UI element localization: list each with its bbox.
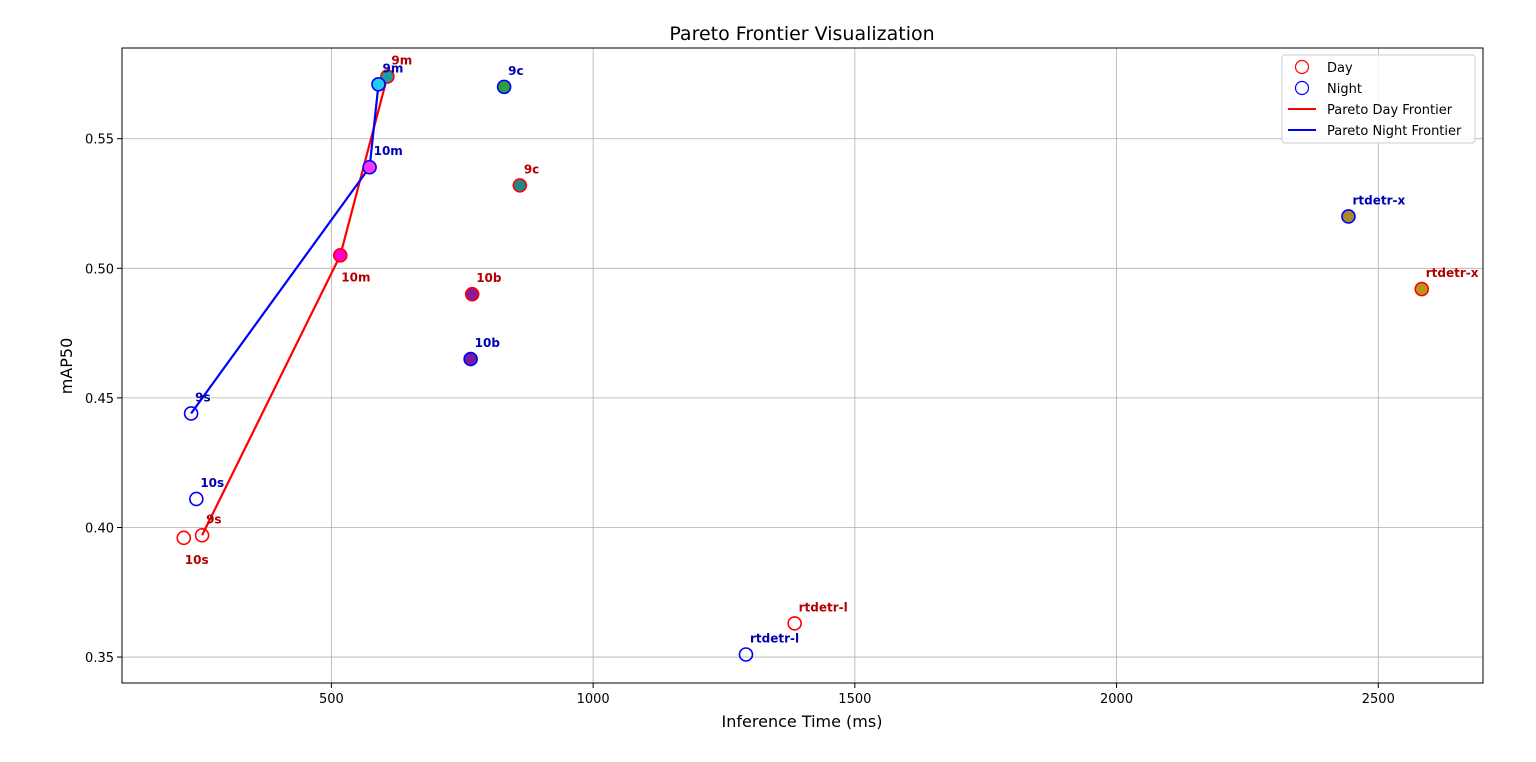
- night-point: [1341, 209, 1356, 224]
- night-point: [496, 79, 512, 95]
- day-point: [464, 286, 480, 302]
- chart-title: Pareto Frontier Visualization: [669, 23, 934, 45]
- day-point-label: 9s: [206, 512, 222, 526]
- day-point: [787, 616, 802, 631]
- night-point: [362, 159, 377, 175]
- x-axis-ticks: 500 1000 1500 2000 2500: [319, 683, 1395, 707]
- y-tick-label: 0.35: [85, 651, 114, 666]
- day-point-label: 10b: [476, 271, 502, 285]
- night-point-label: rtdetr-l: [750, 631, 799, 645]
- y-axis-ticks: 0.35 0.40 0.45 0.50 0.55: [85, 133, 122, 666]
- grid-lines: [122, 48, 1483, 683]
- night-point-label: 10m: [374, 144, 403, 158]
- day-point-label: 9c: [524, 162, 539, 176]
- point-labels: 10s 9s 10m 9m 10b 9c rtdetr-l rtdetr-x 9s 10s 10m 9…: [185, 54, 1479, 646]
- night-point-label: 10b: [475, 336, 501, 350]
- legend-box: [1281, 54, 1476, 144]
- night-point-label: 10s: [200, 476, 224, 490]
- y-tick-label: 0.50: [85, 262, 114, 277]
- night-point-label: 9m: [382, 61, 403, 75]
- day-point-label: 9m: [391, 54, 412, 68]
- day-point-label: 10s: [185, 553, 209, 567]
- frontier-lines: [190, 76, 389, 536]
- legend-entry-label: Night: [1327, 82, 1362, 97]
- x-tick-label: 500: [319, 692, 344, 707]
- pareto-day-frontier-line: [201, 76, 389, 536]
- day-point-label: rtdetr-l: [799, 600, 848, 614]
- legend-marker: [1294, 80, 1310, 96]
- legend-entry-label: Pareto Night Frontier: [1327, 124, 1462, 139]
- plot-frame: [121, 47, 1484, 684]
- legend-entry-label: Pareto Day Frontier: [1327, 103, 1453, 118]
- day-point: [194, 527, 210, 543]
- night-point: [738, 647, 754, 662]
- night-point-label: 9s: [195, 390, 211, 404]
- x-tick-label: 2500: [1362, 692, 1395, 707]
- day-point-label: 10m: [341, 270, 370, 284]
- day-point: [332, 248, 348, 263]
- y-axis-label: mAP50: [57, 338, 76, 395]
- day-point: [512, 178, 528, 193]
- night-point: [371, 76, 386, 92]
- y-tick-label: 0.45: [85, 392, 114, 407]
- x-tick-label: 1000: [577, 692, 610, 707]
- day-point-label: rtdetr-x: [1426, 266, 1479, 280]
- day-point: [1414, 281, 1430, 297]
- legend-marker: [1294, 59, 1310, 75]
- day-point: [176, 530, 192, 546]
- night-point: [463, 351, 478, 367]
- night-point: [183, 406, 199, 421]
- pareto-night-frontier-line: [190, 84, 380, 415]
- night-point: [189, 491, 204, 507]
- legend: Day Night Pareto Day Frontier Pareto Night …: [1281, 54, 1476, 144]
- night-point-label: 9c: [508, 64, 523, 78]
- y-tick-label: 0.55: [85, 133, 114, 148]
- x-tick-label: 2000: [1100, 692, 1133, 707]
- x-axis-label: Inference Time (ms): [722, 712, 883, 731]
- y-tick-label: 0.40: [85, 521, 114, 536]
- x-tick-label: 1500: [838, 692, 871, 707]
- night-point-label: rtdetr-x: [1352, 193, 1405, 207]
- legend-entry-label: Day: [1327, 61, 1353, 76]
- data-points: [176, 69, 1430, 662]
